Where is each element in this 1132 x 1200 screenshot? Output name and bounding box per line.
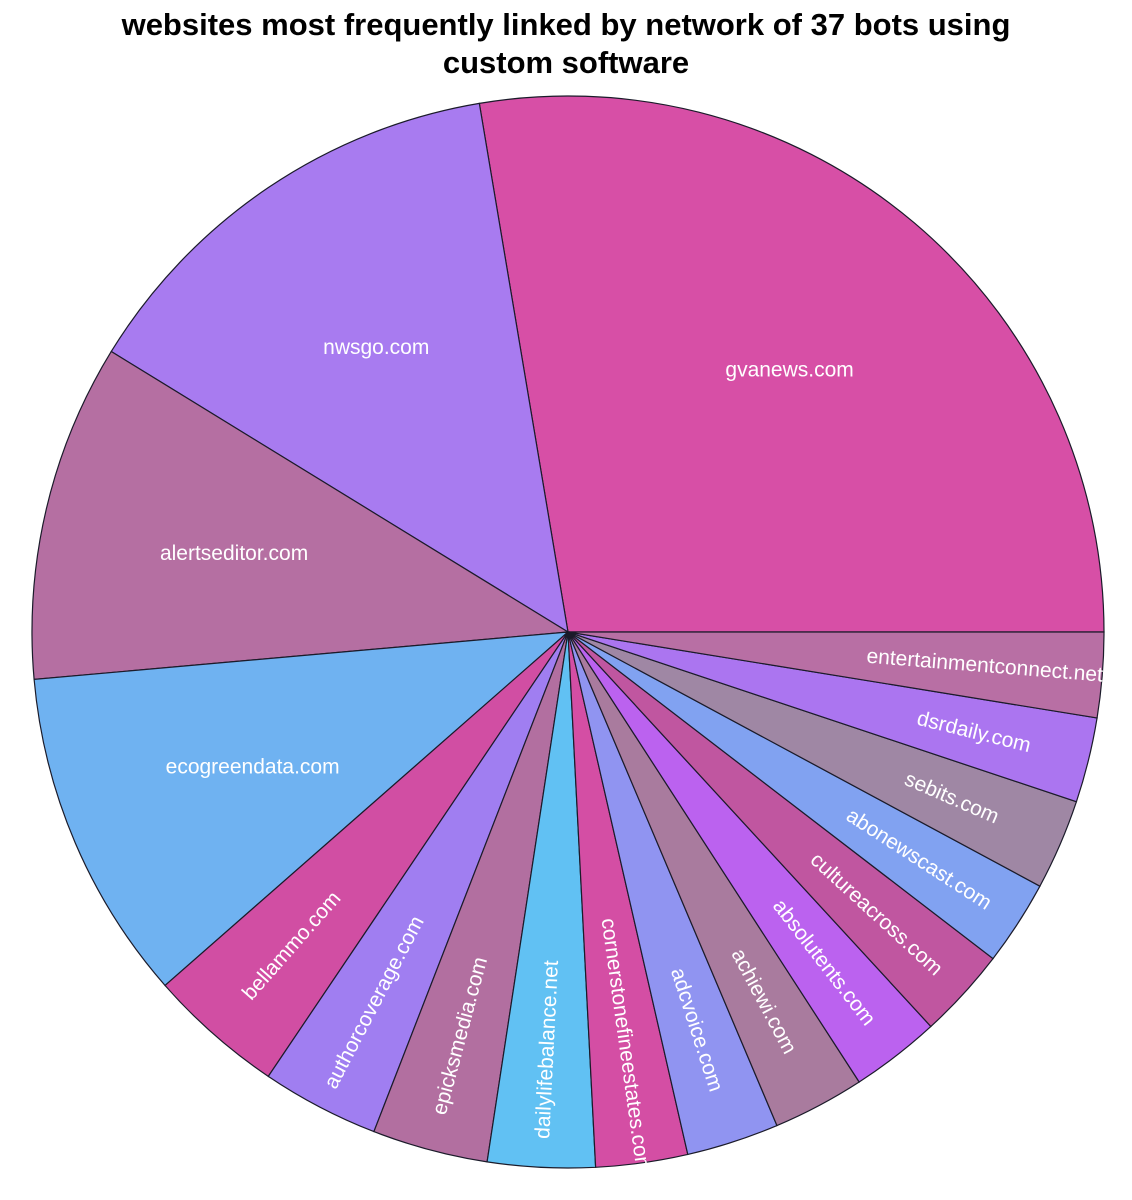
pie-slice-entertainmentconnect-net xyxy=(567,631,1105,719)
pie-slice-gvanews-com xyxy=(478,95,1105,633)
pie-label-ecogreendata-com: ecogreendata.com xyxy=(166,755,340,778)
pie-label-alertseditor-com: alertseditor.com xyxy=(160,542,308,565)
pie-label-gvanews-com: gvanews.com xyxy=(725,359,853,382)
pie-slice-ecogreendata-com xyxy=(33,631,570,987)
pie-slices xyxy=(31,95,1105,1169)
pie-label-nwsgo-com: nwsgo.com xyxy=(323,336,429,359)
pie-slice-nwsgo-com xyxy=(110,102,569,634)
pie-slice-alertseditor-com xyxy=(31,350,570,681)
chart-title-line-2: custom software xyxy=(442,45,690,80)
chart-title-line-1: websites most frequently linked by netwo… xyxy=(121,7,1011,42)
chart-title: websites most frequently linked by netwo… xyxy=(0,6,1132,82)
